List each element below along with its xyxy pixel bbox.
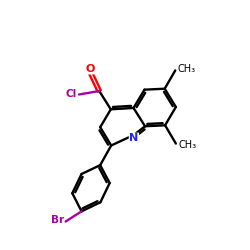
Text: Br: Br (50, 214, 64, 224)
Text: Cl: Cl (66, 88, 77, 99)
Text: O: O (86, 64, 95, 74)
Text: N: N (129, 133, 138, 143)
Text: CH₃: CH₃ (178, 64, 196, 74)
Text: CH₃: CH₃ (178, 140, 196, 149)
